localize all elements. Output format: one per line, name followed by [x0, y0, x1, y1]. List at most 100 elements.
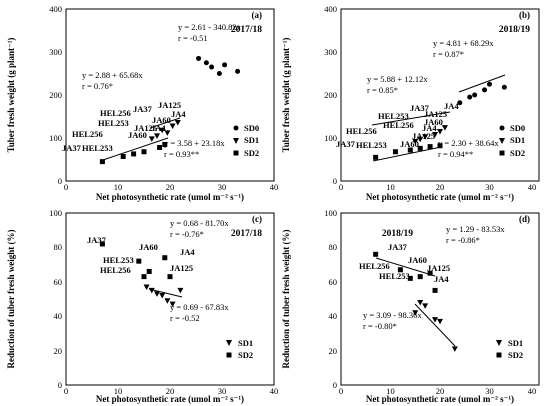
point-label: JA60	[400, 139, 419, 149]
legend-marker-sd2	[499, 150, 505, 156]
data-point-sd1	[164, 298, 171, 304]
data-point-sd1	[169, 123, 176, 129]
y-tick-label: 100	[49, 133, 62, 143]
point-label: HEL253	[378, 111, 409, 121]
y-tick-label: 200	[49, 90, 62, 100]
x-tick-label: 30	[218, 386, 227, 396]
data-point-sd1	[451, 346, 458, 352]
x-axis-label-b: Net photosynthetic rate (umol m⁻² s⁻¹)	[366, 192, 514, 202]
r-value-a-1: r = -0.51	[178, 33, 208, 43]
x-axis-label-d: Net photosynthetic rate (umol m⁻² s⁻¹)	[366, 394, 514, 404]
data-point-sd2	[432, 287, 438, 293]
point-label: HEL256	[100, 265, 131, 275]
plot-frame-a	[65, 8, 275, 182]
point-label: JA4	[180, 247, 195, 257]
y-tick-label: 0	[333, 380, 337, 390]
point-label: JA125	[170, 263, 193, 273]
y-tick-label: 20	[329, 346, 338, 356]
r-value-c-2: r = -0.52	[170, 313, 200, 323]
x-tick-label: 20	[436, 182, 445, 192]
point-label: HEL253	[379, 271, 410, 281]
r-value-d-1: r = -0.86*	[446, 235, 480, 245]
y-axis-label-d: Reduction of tuber fresh weight (%)	[281, 230, 291, 369]
data-point-sd0	[501, 84, 507, 90]
panel-label-d: (d)	[519, 214, 530, 224]
regression-line-sd2-a	[99, 137, 169, 162]
data-point-sd2	[407, 275, 413, 281]
data-point-sd1	[422, 134, 429, 140]
r-value-b-2: r = 0.85*	[367, 85, 398, 95]
data-point-sd2	[407, 147, 413, 153]
legend-marker-sd2	[226, 352, 232, 358]
data-point-sd2	[120, 153, 126, 159]
legend-marker-sd2	[233, 150, 239, 156]
data-point-sd1	[148, 136, 155, 142]
panel-c: Reduction of tuber fresh weight (%) Net …	[6, 208, 278, 404]
data-point-sd2	[427, 144, 433, 150]
data-point-sd1	[159, 127, 166, 134]
y-tick-label: 0	[58, 380, 62, 390]
point-label: HEL253	[103, 255, 134, 265]
year-label-b: 2018/19	[499, 25, 530, 35]
point-label: HEL256	[383, 120, 414, 130]
y-tick-label: 200	[324, 90, 337, 100]
legend-marker-sd1	[496, 340, 502, 346]
x-tick-label: 20	[166, 182, 175, 192]
data-point-sd2	[157, 144, 163, 150]
panel-b: Tuber fresh weight (g plant⁻¹) Net photo…	[281, 4, 540, 202]
y-tick-label: 40	[329, 311, 338, 321]
data-point-sd0	[487, 81, 492, 87]
point-label: HEL253	[356, 140, 387, 150]
data-point-sd1	[441, 125, 448, 131]
x-tick-label: 40	[528, 182, 537, 192]
y-tick-label: 80	[329, 242, 338, 252]
data-point-sd1	[412, 310, 419, 316]
legend-b: SD0 SD1 SD2	[499, 123, 525, 158]
data-point-sd2	[167, 274, 173, 280]
regression-line-sd0-b	[458, 74, 506, 93]
y-tick-label: 80	[54, 242, 63, 252]
legend-marker-sd0	[499, 125, 505, 131]
data-point-sd0	[467, 94, 473, 100]
data-point-sd1	[169, 301, 176, 308]
x-tick-label: 0	[339, 182, 343, 192]
data-markers-b	[373, 81, 507, 160]
data-point-sd1	[437, 129, 443, 135]
legend-c: SD1 SD2	[226, 338, 253, 360]
data-point-sd2	[141, 274, 147, 280]
data-point-sd2	[437, 143, 443, 149]
y-tick-label: 0	[58, 176, 62, 186]
year-label-c: 2017/18	[231, 229, 262, 239]
point-label: JA4	[171, 109, 186, 119]
y-tick-label: 100	[324, 133, 337, 143]
point-label: HEL256	[100, 108, 131, 118]
legend-label: SD1	[510, 135, 525, 145]
plot-frame-d	[340, 212, 540, 386]
point-label: HEL256	[359, 261, 390, 271]
data-point-sd1	[154, 291, 160, 297]
data-markers-d	[373, 251, 458, 352]
point-label: JA37	[62, 143, 82, 153]
equation-b-3: y = 2.30 + 38.64x	[438, 138, 499, 148]
data-point-sd0	[472, 92, 478, 98]
data-point-sd1	[432, 317, 439, 323]
equation-b-2: y = 5.88 + 12.12x	[367, 74, 428, 84]
r-value-d-2: r = -0.80*	[363, 321, 397, 331]
legend-marker-sd0	[233, 125, 239, 131]
r-value-b-3: r = 0.94**	[438, 149, 473, 159]
data-point-sd2	[392, 149, 398, 155]
equation-d-1: y = 1.29 - 83.53x	[446, 224, 505, 234]
data-point-sd2	[417, 145, 423, 151]
plot-frame-b	[340, 8, 540, 182]
legend-label: SD2	[244, 148, 259, 158]
x-tick-label: 40	[270, 386, 279, 396]
data-point-sd0	[216, 71, 222, 76]
data-point-sd2	[99, 159, 105, 165]
point-label: JA125	[427, 263, 450, 273]
data-point-sd2	[141, 149, 147, 155]
legend-label: SD0	[244, 123, 259, 133]
regression-line-sd1-d	[414, 303, 456, 347]
r-value-a-2: r = 0.76*	[82, 81, 113, 91]
legend-label: SD2	[510, 148, 525, 158]
